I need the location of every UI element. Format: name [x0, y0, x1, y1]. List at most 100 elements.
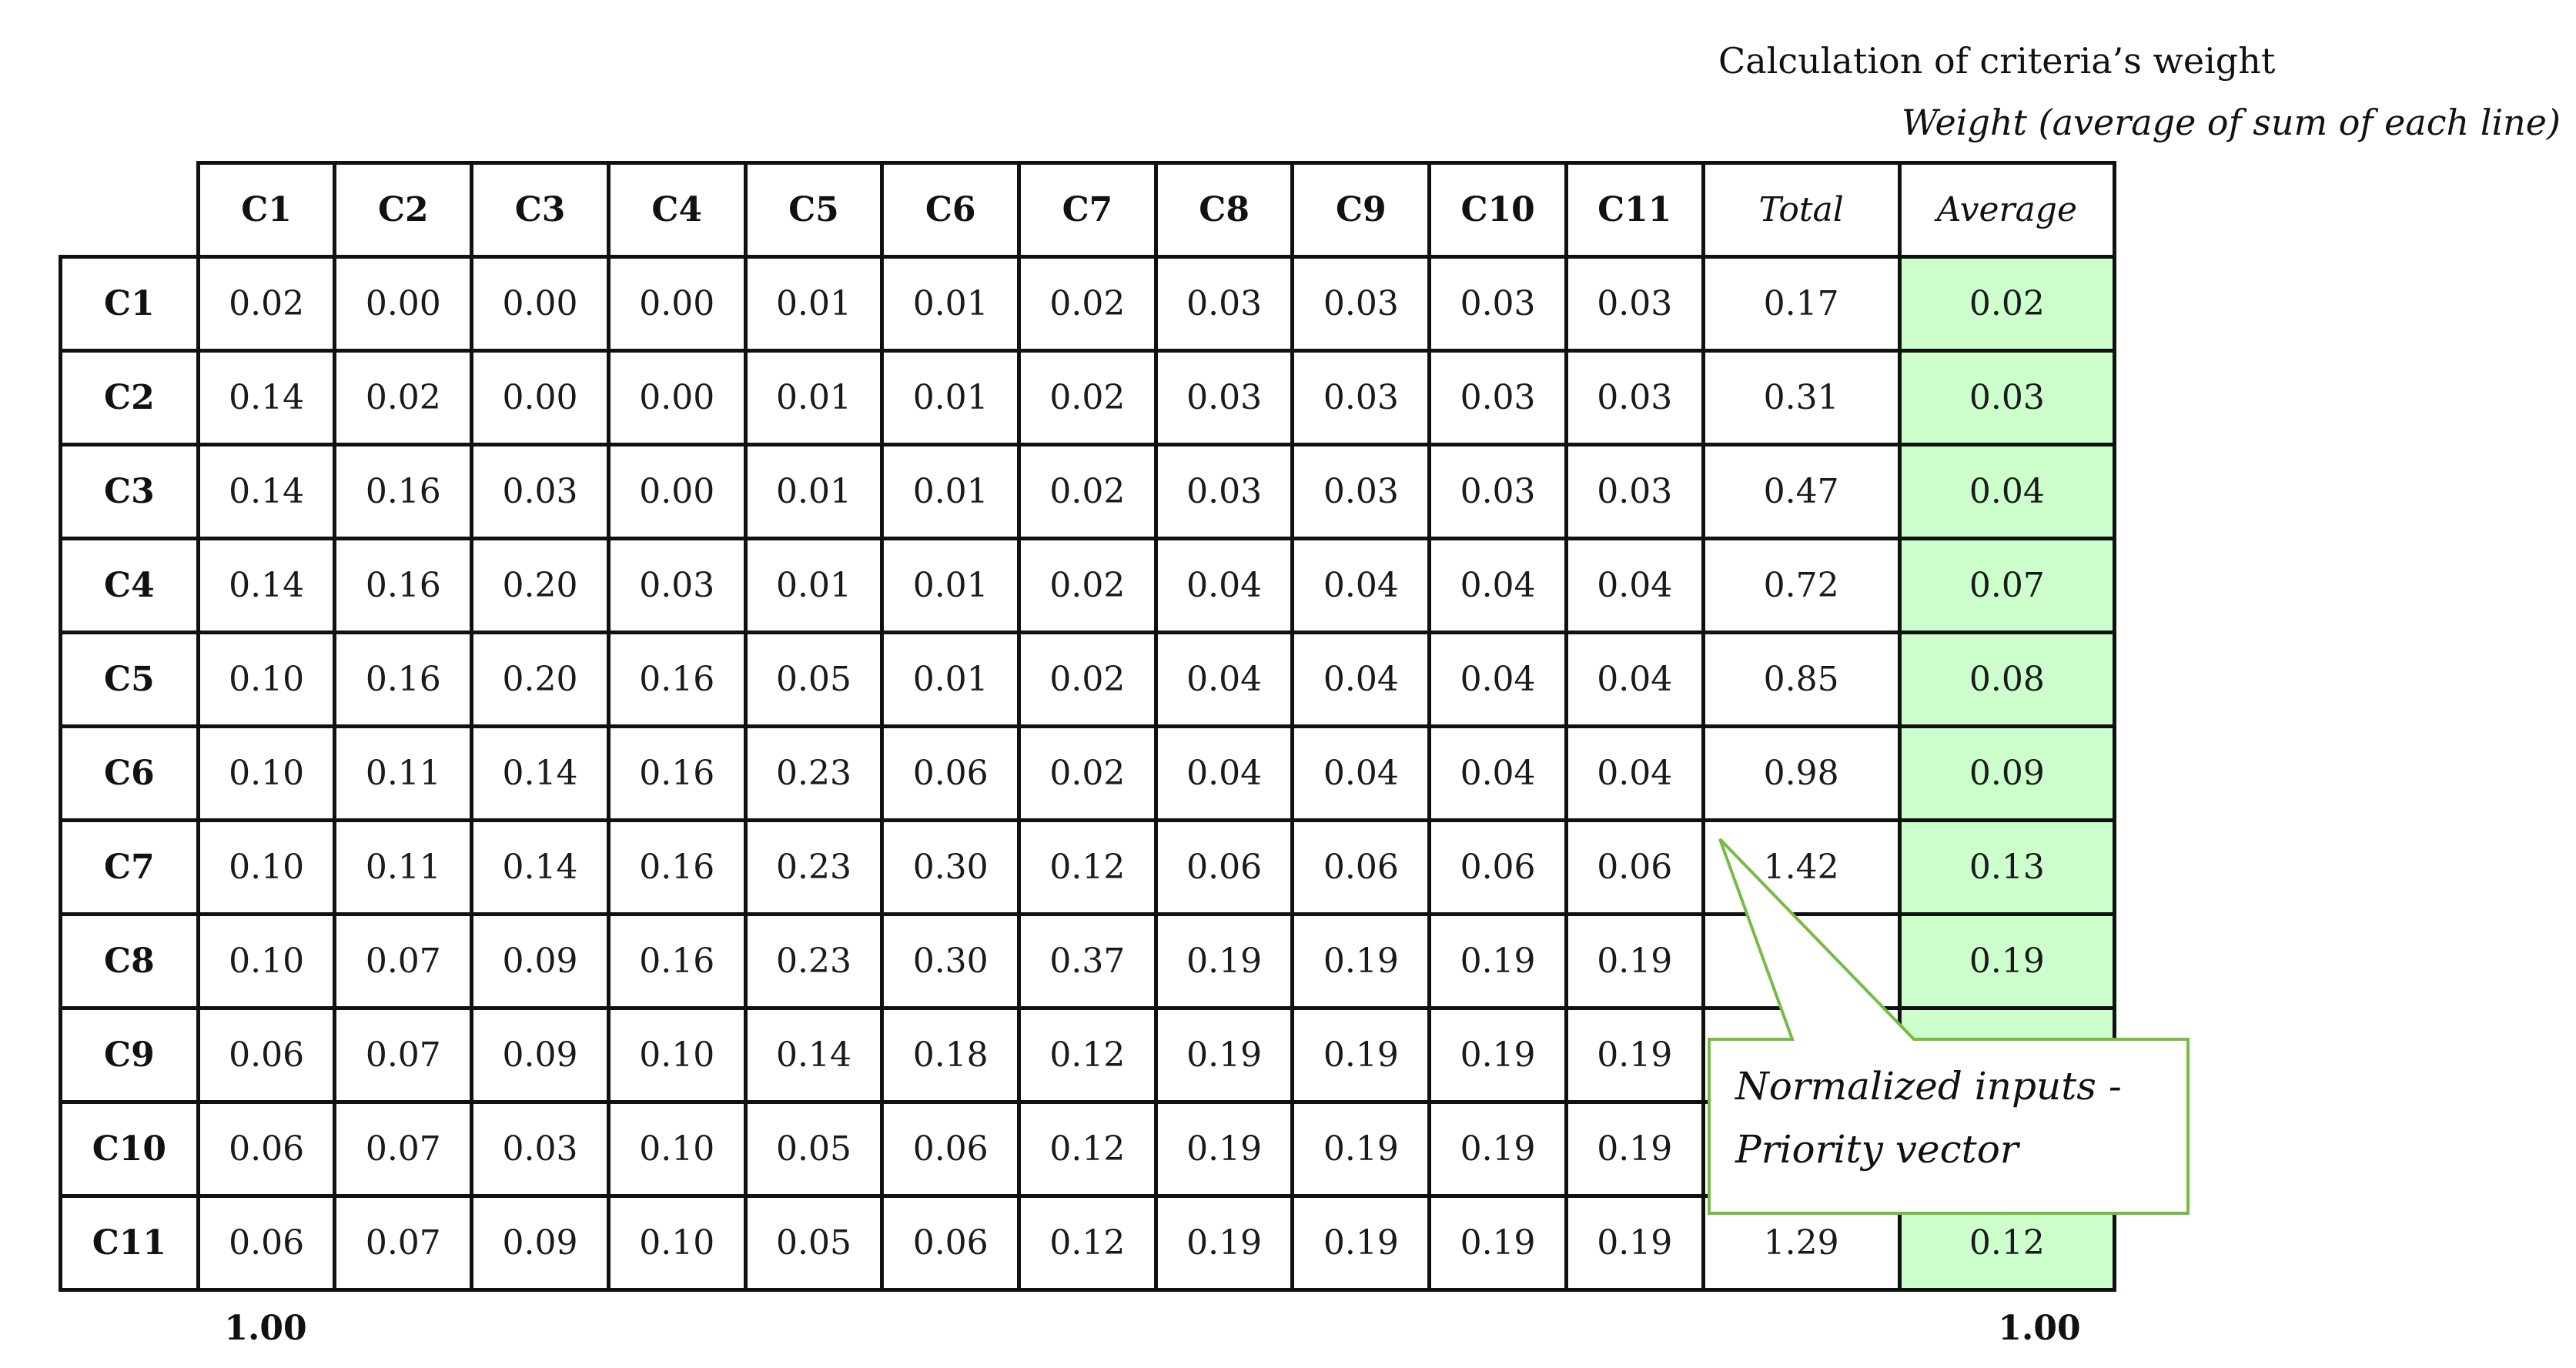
value-cell: 0.03	[606, 537, 748, 634]
average-cell: 0.04	[1897, 443, 2117, 540]
callout-line-2: Priority vector	[1735, 1127, 2019, 1172]
column-header-c5: C5	[743, 161, 885, 259]
value-cell: 0.14	[196, 349, 337, 447]
value-cell: 0.37	[1017, 912, 1158, 1010]
value-cell: 0.00	[470, 255, 611, 353]
value-cell: 0.19	[1564, 912, 1705, 1010]
value-cell: 0.03	[1427, 349, 1568, 447]
value-cell: 0.20	[470, 537, 611, 634]
column-header-c11: C11	[1564, 161, 1705, 259]
value-cell: 0.04	[1153, 630, 1295, 728]
value-cell: 0.03	[1290, 255, 1432, 353]
row-header-c8: C8	[59, 912, 200, 1010]
total-cell	[1701, 912, 1902, 1010]
value-cell: 0.16	[333, 630, 474, 728]
value-cell: 0.02	[333, 349, 474, 447]
column-header-c10: C10	[1427, 161, 1568, 259]
column-header-c4: C4	[606, 161, 748, 259]
value-cell: 0.14	[470, 724, 611, 822]
value-cell: 0.06	[880, 1100, 1022, 1198]
value-cell: 0.01	[880, 537, 1022, 634]
value-cell: 0.03	[1153, 443, 1295, 540]
value-cell: 0.19	[1564, 1194, 1705, 1292]
value-cell: 0.04	[1564, 724, 1705, 822]
value-cell: 0.03	[1290, 443, 1432, 540]
value-cell: 0.20	[470, 630, 611, 728]
value-cell: 0.06	[1290, 818, 1432, 916]
row-header-c5: C5	[59, 630, 200, 728]
value-cell: 0.19	[1564, 1006, 1705, 1104]
average-cell: 0.12	[1897, 1194, 2117, 1292]
row-header-c2: C2	[59, 349, 200, 447]
column-header-c2: C2	[333, 161, 474, 259]
value-cell: 0.03	[470, 443, 611, 540]
value-cell: 0.04	[1290, 724, 1432, 822]
table-row: C1 0.02 0.00 0.00 0.00 0.01 0.01 0.02 0.03 0.03 0.…	[59, 255, 2117, 353]
column-header-c7: C7	[1017, 161, 1158, 259]
value-cell: 0.12	[1017, 818, 1158, 916]
total-cell: 0.47	[1701, 443, 1902, 540]
value-cell: 0.06	[1427, 818, 1568, 916]
value-cell: 0.04	[1427, 724, 1568, 822]
value-cell: 0.00	[606, 443, 748, 540]
value-cell: 0.03	[1290, 349, 1432, 447]
value-cell: 0.06	[196, 1194, 337, 1292]
value-cell: 0.01	[743, 537, 885, 634]
table-row: C6 0.10 0.11 0.14 0.16 0.23 0.06 0.02 0.04 0.04 0.…	[59, 724, 2117, 822]
row-header-c9: C9	[59, 1006, 200, 1104]
value-cell: 0.11	[333, 724, 474, 822]
value-cell: 0.10	[196, 818, 337, 916]
value-cell: 0.10	[606, 1194, 748, 1292]
value-cell: 0.02	[1017, 630, 1158, 728]
total-cell: 1.29	[1701, 1194, 1902, 1292]
value-cell: 0.00	[606, 255, 748, 353]
value-cell: 0.00	[333, 255, 474, 353]
value-cell: 0.14	[196, 537, 337, 634]
value-cell: 0.30	[880, 818, 1022, 916]
value-cell: 0.05	[743, 1100, 885, 1198]
value-cell: 0.19	[1153, 912, 1295, 1010]
value-cell: 0.03	[470, 1100, 611, 1198]
total-cell: 0.31	[1701, 349, 1902, 447]
average-cell: 0.07	[1897, 537, 2117, 634]
value-cell: 0.03	[1564, 443, 1705, 540]
value-cell: 0.10	[606, 1100, 748, 1198]
total-cell: 0.85	[1701, 630, 1902, 728]
row-header-c1: C1	[59, 255, 200, 353]
value-cell: 0.12	[1017, 1100, 1158, 1198]
value-cell: 0.00	[606, 349, 748, 447]
value-cell: 0.23	[743, 818, 885, 916]
value-cell: 0.06	[1153, 818, 1295, 916]
column-header-c6: C6	[880, 161, 1022, 259]
value-cell: 0.12	[1017, 1006, 1158, 1104]
column-header-c3: C3	[470, 161, 611, 259]
value-cell: 0.01	[880, 630, 1022, 728]
value-cell: 0.04	[1564, 537, 1705, 634]
column-header-average: Average	[1897, 161, 2117, 259]
value-cell: 0.01	[743, 443, 885, 540]
value-cell: 0.16	[606, 818, 748, 916]
value-cell: 0.10	[606, 1006, 748, 1104]
value-cell: 0.19	[1427, 1006, 1568, 1104]
value-cell: 0.05	[743, 630, 885, 728]
value-cell: 0.01	[743, 349, 885, 447]
average-cell: 0.09	[1897, 724, 2117, 822]
row-header-c10: C10	[59, 1100, 200, 1198]
value-cell: 0.06	[196, 1006, 337, 1104]
value-cell: 0.02	[1017, 349, 1158, 447]
value-cell: 0.04	[1427, 537, 1568, 634]
value-cell: 0.16	[333, 443, 474, 540]
weight-caption: Weight (average of sum of each line)	[1902, 102, 2561, 143]
value-cell: 0.07	[333, 1194, 474, 1292]
table-row: C7 0.10 0.11 0.14 0.16 0.23 0.30 0.12 0.06 0.06 0.…	[59, 818, 2117, 916]
table-row: C3 0.14 0.16 0.03 0.00 0.01 0.01 0.02 0.03 0.03 0.…	[59, 443, 2117, 540]
value-cell: 0.16	[606, 912, 748, 1010]
value-cell: 0.18	[880, 1006, 1022, 1104]
value-cell: 0.03	[1427, 255, 1568, 353]
column-header-c8: C8	[1153, 161, 1295, 259]
column-header-c1: C1	[196, 161, 337, 259]
value-cell: 0.19	[1290, 1100, 1432, 1198]
value-cell: 0.14	[196, 443, 337, 540]
value-cell: 0.06	[1564, 818, 1705, 916]
value-cell: 0.19	[1290, 1194, 1432, 1292]
